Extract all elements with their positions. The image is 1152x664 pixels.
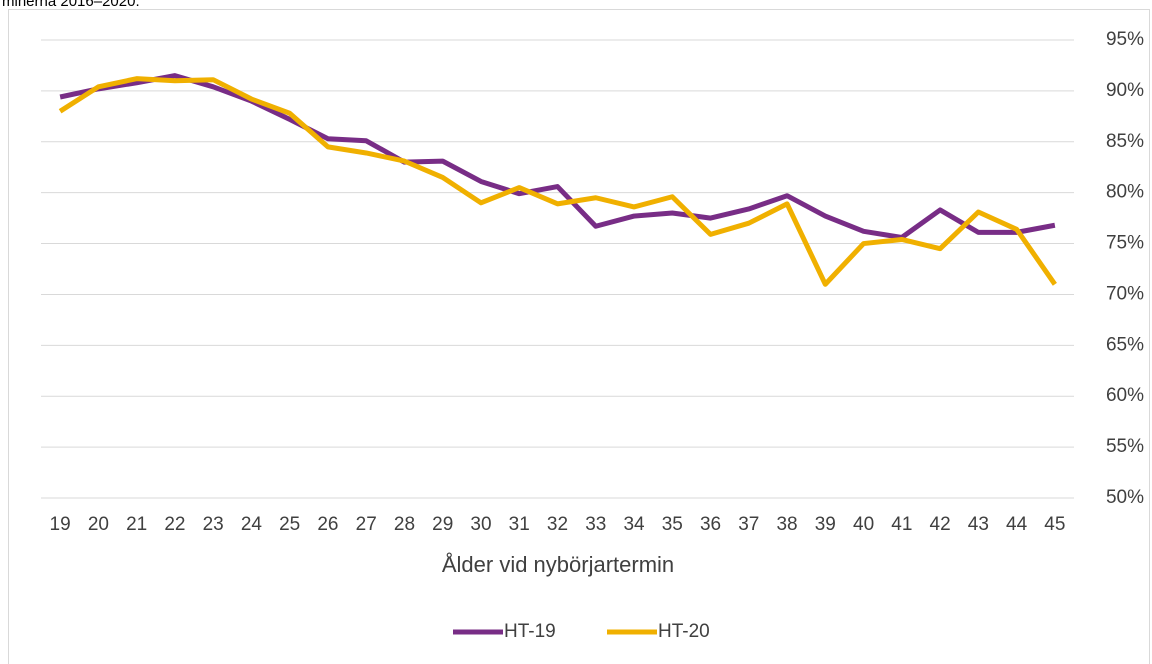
x-tick-label: 20 [88, 514, 109, 535]
y-tick-label: 70% [1106, 283, 1144, 304]
x-tick-label: 35 [662, 514, 683, 535]
y-tick-label: 55% [1106, 436, 1144, 457]
x-tick-label: 40 [853, 514, 874, 535]
y-tick-label: 75% [1106, 233, 1144, 254]
x-tick-label: 36 [700, 514, 721, 535]
x-tick-label: 32 [547, 514, 568, 535]
y-tick-label: 80% [1106, 182, 1144, 203]
x-tick-label: 44 [1006, 514, 1028, 535]
x-tick-label: 28 [394, 514, 415, 535]
y-tick-label: 60% [1106, 385, 1144, 406]
y-tick-label: 50% [1106, 487, 1144, 508]
x-tick-label: 42 [930, 514, 951, 535]
x-tick-label: 24 [241, 514, 263, 535]
y-tick-label: 95% [1106, 29, 1144, 50]
x-tick-label: 21 [126, 514, 147, 535]
data-line [58, 76, 1057, 287]
x-tick-label: 25 [279, 514, 300, 535]
x-tick-label: 22 [164, 514, 185, 535]
chart-frame [8, 9, 1150, 664]
x-tick-label: 26 [317, 514, 338, 535]
x-tick-label: 19 [50, 514, 71, 535]
x-tick-label: 37 [738, 514, 759, 535]
x-tick-label: 41 [891, 514, 912, 535]
x-tick-label: 38 [776, 514, 797, 535]
legend-label: HT-19 [504, 621, 556, 642]
x-tick-label: 31 [509, 514, 530, 535]
x-tick-label: 27 [356, 514, 377, 535]
legend-label: HT-20 [658, 621, 710, 642]
data-line [59, 73, 1056, 240]
x-tick-label: 23 [203, 514, 224, 535]
x-tick-label: 33 [585, 514, 606, 535]
x-tick-label: 43 [968, 514, 989, 535]
x-tick-label: 34 [623, 514, 645, 535]
x-tick-label: 39 [815, 514, 836, 535]
x-tick-label: 29 [432, 514, 453, 535]
caption: minerna 2016–2020. [2, 0, 140, 10]
y-tick-label: 90% [1106, 80, 1144, 101]
x-axis-label: Ålder vid nybörjartermin [442, 552, 674, 577]
y-tick-label: 85% [1106, 131, 1144, 152]
x-tick-label: 45 [1044, 514, 1065, 535]
x-tick-label: 30 [470, 514, 491, 535]
y-tick-label: 65% [1106, 334, 1144, 355]
